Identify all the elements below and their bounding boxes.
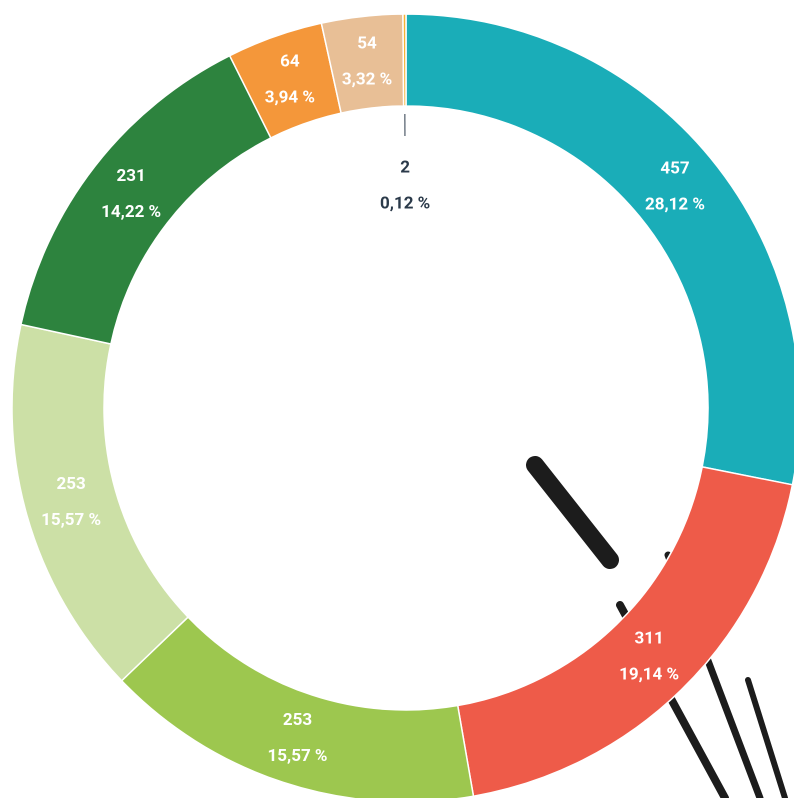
- percent-label: 14,22 %: [101, 202, 161, 222]
- value-label: 253: [283, 710, 312, 730]
- value-label: 54: [357, 34, 377, 54]
- donut-segment: [11, 323, 190, 682]
- value-label: 253: [56, 474, 85, 494]
- percent-label: 0,12 %: [380, 193, 430, 213]
- percent-label: 28,12 %: [645, 195, 705, 215]
- percent-label: 15,57 %: [268, 746, 328, 766]
- donut-segment: [405, 13, 794, 486]
- value-label: 311: [634, 629, 663, 649]
- value-label: 64: [280, 51, 300, 71]
- value-label: 457: [660, 159, 690, 179]
- percent-label: 3,32 %: [342, 70, 392, 90]
- percent-label: 15,57 %: [41, 510, 101, 530]
- value-label: 2: [400, 157, 410, 177]
- value-label: 231: [116, 166, 145, 186]
- donut-segment: [120, 616, 475, 798]
- donut-segment: [20, 54, 272, 345]
- percent-label: 3,94 %: [265, 87, 315, 107]
- donut-segment: [402, 13, 407, 107]
- percent-label: 19,14 %: [619, 665, 679, 685]
